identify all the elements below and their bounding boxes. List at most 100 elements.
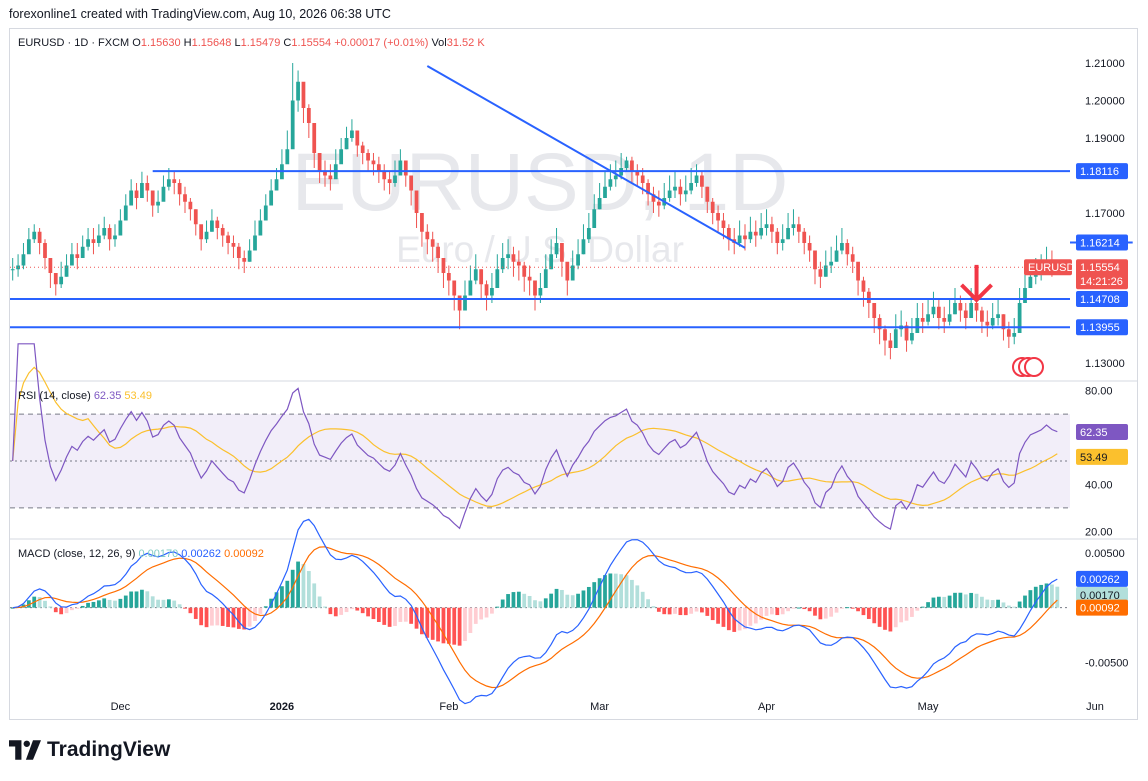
macd-histogram-bar [1006, 605, 1011, 608]
macd-histogram-bar [129, 591, 134, 608]
candle-body [743, 235, 747, 240]
candle-body [840, 243, 844, 251]
macd-histogram-bar [48, 606, 53, 608]
candle-body [48, 258, 53, 273]
candle-body [958, 303, 963, 311]
macd-histogram-bar [753, 607, 758, 624]
candle-body [247, 250, 252, 262]
candle-body [463, 295, 467, 311]
rsi-label: RSI (14, close) [18, 390, 94, 402]
macd-histogram-bar [183, 607, 187, 609]
macd-histogram-bar [603, 575, 607, 608]
macd-histogram-bar [463, 607, 467, 642]
candle-body [592, 209, 597, 228]
macd-histogram-bar [834, 607, 839, 613]
macd-histogram-bar [10, 607, 15, 609]
candle-body [673, 186, 677, 191]
candle-body [565, 261, 570, 281]
time-tick-label: Apr [758, 701, 775, 713]
macd-histogram-bar [231, 607, 236, 628]
candle-body [866, 291, 871, 303]
candle-body [113, 235, 117, 240]
macd-histogram-bar [420, 607, 424, 635]
candle-body [172, 179, 177, 183]
candle-body [963, 310, 968, 318]
candle-body [920, 318, 925, 322]
candle-body [134, 190, 139, 198]
macd-histogram-bar [64, 607, 69, 614]
macd-histogram-bar [570, 595, 575, 608]
macd-histogram-bar [737, 607, 742, 631]
macd-histogram-bar [624, 575, 629, 608]
candle-body [1023, 288, 1027, 303]
candle-body [398, 160, 403, 176]
candle-body [829, 261, 834, 266]
candle-body [140, 183, 144, 198]
rsi-legend: RSI (14, close) 62.35 53.49 [18, 390, 152, 402]
watermark-symbol: EURUSD, 1D [292, 137, 789, 228]
candle-body [538, 288, 543, 296]
macd-histogram-bar [635, 585, 640, 608]
macd-histogram-bar [586, 586, 591, 608]
macd-histogram-bar [694, 607, 699, 612]
rsi-pane [10, 343, 1070, 530]
candle-body [850, 254, 855, 262]
macd-histogram-bar [818, 607, 823, 620]
candle-body [199, 224, 204, 240]
price-tick-label: 1.21000 [1085, 58, 1125, 70]
candle-body [640, 175, 645, 183]
macd-histogram-bar [904, 607, 909, 621]
candle-body [366, 153, 370, 161]
macd-histogram-bar [220, 607, 225, 626]
macd-histogram-bar [861, 607, 866, 616]
candle-body [796, 224, 801, 232]
candle-body [953, 303, 957, 315]
last-price-value: 1.15554 [1080, 262, 1120, 274]
macd-histogram-bar [274, 592, 279, 608]
macd-histogram-bar [473, 607, 478, 624]
candle-body [694, 175, 699, 183]
candle-body [473, 269, 478, 281]
candle-body [161, 186, 166, 202]
macd-pane [10, 518, 1070, 705]
macd-histogram-bar [1039, 584, 1044, 608]
candle-body [26, 239, 31, 255]
macd-histogram-bar [592, 582, 597, 608]
candle-body [32, 231, 37, 240]
h-value: 1.15648 [192, 37, 235, 49]
macd-histogram-bar [123, 595, 128, 608]
candle-body [382, 171, 387, 180]
macd-histogram-bar [565, 594, 570, 608]
rsi-value: 62.35 [94, 390, 125, 402]
macd-histogram-bar [883, 607, 887, 630]
level-price-badge-bg [1076, 163, 1128, 180]
macd-histogram-bar [936, 596, 941, 608]
macd-histogram-bar [856, 607, 860, 612]
macd-histogram-bar [969, 592, 974, 608]
l-value: 1.15479 [241, 37, 284, 49]
macd-histogram-bar [899, 607, 904, 623]
candle-body [350, 130, 354, 138]
candle-body [527, 276, 532, 281]
macd-histogram-bar [236, 607, 241, 629]
macd-histogram-bar [813, 607, 817, 616]
macd-histogram-bar [732, 607, 737, 632]
macd-histogram-bar [188, 607, 193, 614]
candle-body [726, 228, 731, 240]
candle-body [791, 224, 796, 228]
last-price-badge-bg [1076, 259, 1128, 290]
macd-histogram-bar [689, 607, 694, 614]
tradingview-brand[interactable]: TradingView [9, 738, 170, 762]
candle-body [75, 254, 80, 258]
macd-label: MACD (close, 12, 26, 9) [18, 548, 138, 560]
macd-histogram-bar [581, 590, 586, 608]
candle-body [603, 186, 607, 198]
macd-histogram-bar [845, 607, 850, 609]
macd-histogram-bar [339, 607, 344, 615]
macd-histogram-bar [1017, 601, 1022, 608]
time-tick-label: Feb [439, 701, 458, 713]
h-label: H [184, 37, 192, 49]
candle-body [269, 190, 274, 206]
macd-histogram-bar [457, 607, 462, 646]
